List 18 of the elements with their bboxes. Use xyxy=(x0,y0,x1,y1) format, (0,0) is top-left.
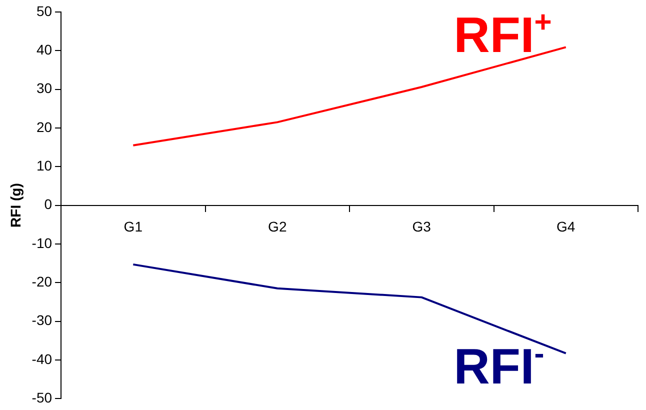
y-tick-label: -30 xyxy=(32,312,52,328)
x-tick-label: G1 xyxy=(124,218,143,235)
y-tick-label: -20 xyxy=(32,273,52,290)
x-tick-label: G2 xyxy=(268,218,287,235)
y-tick-label: 30 xyxy=(36,80,52,96)
y-tick-label: -10 xyxy=(32,234,52,251)
y-tick-label: 10 xyxy=(36,158,52,174)
series-label: RFI- xyxy=(454,338,544,395)
y-tick-label: -50 xyxy=(32,389,52,406)
y-axis-title: RFI (g) xyxy=(7,183,24,228)
series-label: RFI+ xyxy=(454,6,552,63)
x-tick-label: G4 xyxy=(556,218,576,235)
y-tick-label: 20 xyxy=(36,118,52,135)
y-tick-label: -40 xyxy=(32,350,52,367)
y-tick-label: 50 xyxy=(36,2,52,19)
y-tick-label: 40 xyxy=(36,42,52,58)
x-tick-label: G3 xyxy=(412,218,432,235)
y-tick-label: 0 xyxy=(44,196,52,212)
